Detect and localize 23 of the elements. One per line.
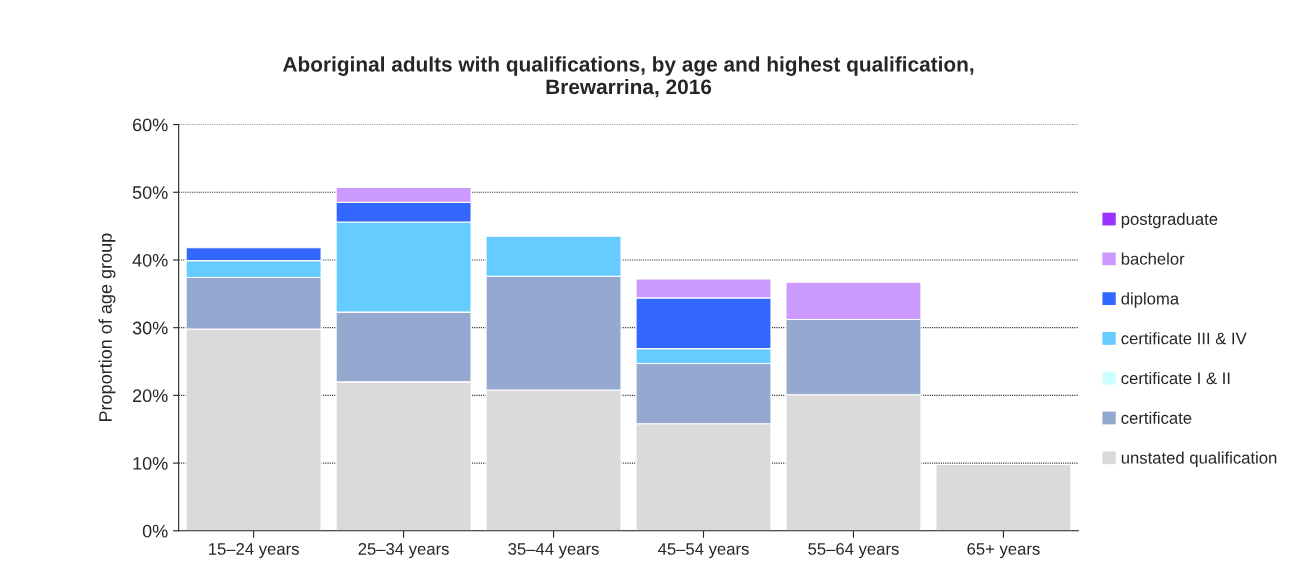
y-tick-label: 60% — [133, 118, 168, 132]
x-tick-label: 25–34 years — [358, 543, 449, 559]
bar — [935, 463, 1072, 531]
legend-label: unstated qualification — [1121, 451, 1277, 468]
x-tick-label: 35–44 years — [508, 543, 599, 559]
x-tick-label: 55–64 years — [808, 543, 899, 559]
y-tick-label: 0% — [142, 524, 168, 538]
x-tick-label: 65+ years — [967, 543, 1040, 559]
legend-label: diploma — [1121, 292, 1180, 308]
y-tick-label: 10% — [133, 457, 168, 470]
legend-label: bachelor — [1121, 252, 1185, 265]
x-tick-label: 15–24 years — [209, 543, 299, 559]
legend-label: certificate III & IV — [1121, 332, 1247, 345]
y-axis-title: Proportion of age group — [98, 233, 116, 422]
y-tick-label: 30% — [132, 321, 168, 335]
y-tick-label: 50% — [132, 186, 168, 199]
y-tick-label: 40% — [132, 253, 168, 267]
legend-label: certificate — [1121, 411, 1192, 424]
legend-label: certificate I & II — [1121, 371, 1230, 385]
x-tick-label: 45–54 years — [658, 543, 749, 559]
y-tick-label: 20% — [133, 389, 168, 403]
legend-label: postgraduate — [1121, 212, 1218, 229]
chart-title: Aboriginal adults with qualifications, by age and highest qualification, Brewarrina, 2016 — [282, 56, 974, 98]
